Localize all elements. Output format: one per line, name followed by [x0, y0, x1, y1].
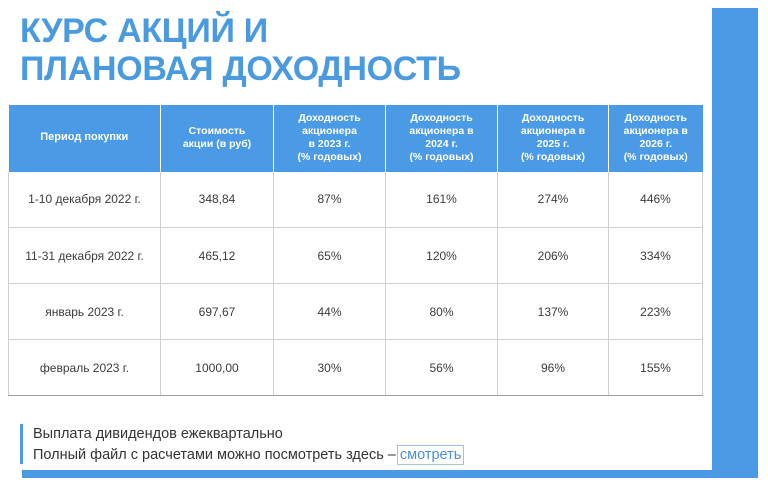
table-row: февраль 2023 г. 1000,00 30% 56% 96% 155% [8, 339, 703, 396]
column-header-yield-2024: Доходность акционера в 2024 г. (% годовы… [385, 105, 498, 172]
cell-yield-2024: 80% [385, 283, 498, 340]
cell-yield-2026: 155% [608, 339, 703, 396]
column-header-yield-2026: Доходность акционера в 2026 г. (% годовы… [608, 105, 703, 172]
cell-yield-2025: 137% [497, 283, 609, 340]
cell-price: 1000,00 [160, 339, 274, 396]
footer-line-file-text: Полный файл с расчетами можно посмотреть… [33, 447, 396, 464]
cell-yield-2024: 120% [385, 227, 498, 284]
cell-price: 348,84 [160, 171, 274, 228]
cell-period: 1-10 декабря 2022 г. [8, 171, 161, 228]
cell-period: январь 2023 г. [8, 283, 161, 340]
pricing-table-container: Период покупки Стоимость акции (в руб) Д… [8, 105, 703, 396]
table-header-row: Период покупки Стоимость акции (в руб) Д… [8, 105, 703, 172]
cell-yield-2025: 206% [497, 227, 609, 284]
column-header-yield-2025: Доходность акционера в 2025 г. (% годовы… [497, 105, 609, 172]
frame-gutter-right [758, 0, 768, 485]
cell-yield-2025: 96% [497, 339, 609, 396]
cell-yield-2024: 56% [385, 339, 498, 396]
cell-yield-2023: 44% [273, 283, 386, 340]
cell-yield-2023: 30% [273, 339, 386, 396]
frame-gutter-bottom [0, 478, 768, 485]
cell-price: 465,12 [160, 227, 274, 284]
table-header: Период покупки Стоимость акции (в руб) Д… [8, 105, 703, 172]
frame-gutter-top [0, 0, 768, 8]
cell-yield-2025: 274% [497, 171, 609, 228]
cell-yield-2026: 223% [608, 283, 703, 340]
footer-note: Выплата дивидендов ежеквартально Полный … [20, 424, 465, 466]
cell-period: 11-31 декабря 2022 г. [8, 227, 161, 284]
table-row: 11-31 декабря 2022 г. 465,12 65% 120% 20… [8, 227, 703, 284]
column-header-price: Стоимость акции (в руб) [160, 105, 274, 172]
column-header-yield-2023: Доходность акционера в 2023 г. (% годовы… [273, 105, 386, 172]
column-header-period: Период покупки [8, 105, 161, 172]
cell-yield-2024: 161% [385, 171, 498, 228]
pricing-table: Период покупки Стоимость акции (в руб) Д… [8, 105, 703, 396]
footer-line-dividends: Выплата дивидендов ежеквартально [33, 426, 283, 442]
cell-yield-2026: 446% [608, 171, 703, 228]
cell-price: 697,67 [160, 283, 274, 340]
cell-period: февраль 2023 г. [8, 339, 161, 396]
page-title: КУРС АКЦИЙ И ПЛАНОВАЯ ДОХОДНОСТЬ [20, 12, 461, 89]
footer-text-block: Выплата дивидендов ежеквартально Полный … [33, 424, 465, 466]
view-file-link[interactable]: смотреть [396, 445, 465, 466]
cell-yield-2023: 65% [273, 227, 386, 284]
cell-yield-2023: 87% [273, 171, 386, 228]
table-body: 1-10 декабря 2022 г. 348,84 87% 161% 274… [8, 171, 703, 396]
cell-yield-2026: 334% [608, 227, 703, 284]
table-row: 1-10 декабря 2022 г. 348,84 87% 161% 274… [8, 171, 703, 228]
footer-line-file: Полный файл с расчетами можно посмотреть… [33, 445, 465, 466]
table-row: январь 2023 г. 697,67 44% 80% 137% 223% [8, 283, 703, 340]
footer-accent-bar [20, 424, 23, 464]
